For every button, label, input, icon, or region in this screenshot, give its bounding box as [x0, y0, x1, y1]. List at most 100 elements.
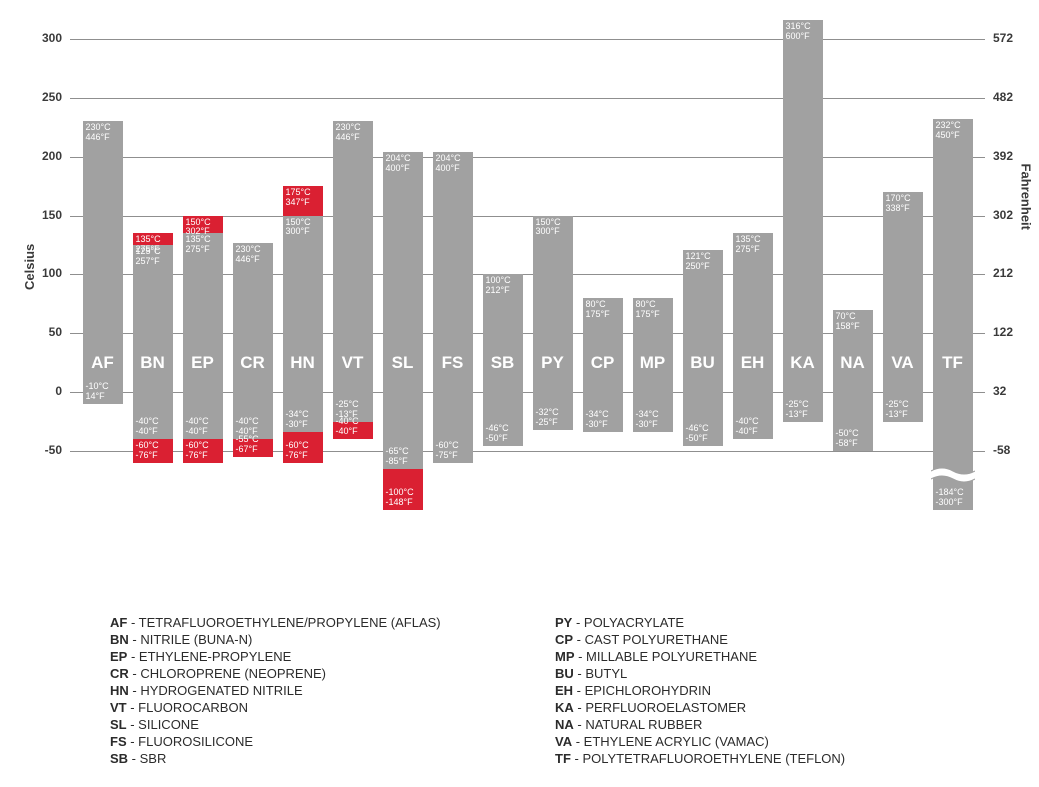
legend-code: CR — [110, 666, 129, 681]
legend-entry: CR - CHLOROPRENE (NEOPRENE) — [110, 666, 441, 681]
bar-code-label: KA — [783, 353, 823, 373]
legend-entry: BU - BUTYL — [555, 666, 845, 681]
fahrenheit-tick: 122 — [993, 325, 1013, 339]
bar-bottom-value: -40°C-40°F — [136, 417, 172, 437]
legend-code: EP — [110, 649, 127, 664]
bar-bottom-value: -34°C-30°F — [286, 410, 322, 430]
fahrenheit-tick: 212 — [993, 266, 1013, 280]
bar-bottom-value: -10°C14°F — [86, 382, 122, 402]
bar-code-label: AF — [83, 353, 123, 373]
legend-entry: VT - FLUOROCARBON — [110, 700, 441, 715]
legend-code: TF — [555, 751, 571, 766]
legend-name: - ETHYLENE ACRYLIC (VAMAC) — [572, 734, 769, 749]
legend-name: - SILICONE — [127, 717, 199, 732]
legend-name: - EPICHLOROHYDRIN — [573, 683, 711, 698]
bar-top-value: 230°C446°F — [236, 245, 272, 265]
bar-top-value: 170°C338°F — [886, 194, 922, 214]
legend-entry: AF - TETRAFLUOROETHYLENE/PROPYLENE (AFLA… — [110, 615, 441, 630]
bar-bottom-value: -32°C-25°F — [536, 408, 572, 428]
bar-top-value: 70°C158°F — [836, 312, 872, 332]
temperature-bar-segment — [133, 245, 173, 439]
legend-entry: PY - POLYACRYLATE — [555, 615, 845, 630]
legend-name: - FLUOROCARBON — [127, 700, 248, 715]
bar-top-value: 150°C302°F — [186, 218, 222, 238]
bar-top-value: 232°C450°F — [936, 121, 972, 141]
bar-bottom-value: -34°C-30°F — [586, 410, 622, 430]
bar-bottom-value: -55°C-67°F — [236, 435, 272, 455]
bar-top-value: 135°C275°F — [736, 235, 772, 255]
bar-top-value: 80°C175°F — [636, 300, 672, 320]
legend-name: - HYDROGENATED NITRILE — [129, 683, 303, 698]
bar-top-value: 175°C347°F — [286, 188, 322, 208]
gridline — [70, 39, 985, 40]
fahrenheit-tick: -58 — [993, 443, 1010, 457]
bar-top-value: 230°C446°F — [86, 123, 122, 143]
bar-top-value: 204°C400°F — [436, 154, 472, 174]
bar-bottom-value: -60°C-76°F — [186, 441, 222, 461]
legend-column-1: AF - TETRAFLUOROETHYLENE/PROPYLENE (AFLA… — [110, 615, 441, 768]
bar-code-label: VT — [333, 353, 373, 373]
celsius-tick: 250 — [42, 90, 62, 104]
temperature-bar-segment — [333, 121, 373, 421]
legend-code: MP — [555, 649, 575, 664]
bar-code-label: CP — [583, 353, 623, 373]
bar-code-label: PY — [533, 353, 573, 373]
bar-top-value: 135°C275°F — [136, 235, 172, 255]
bar-code-label: EH — [733, 353, 773, 373]
legend-name: - NITRILE (BUNA-N) — [129, 632, 253, 647]
bar-bottom-value: -25°C-13°F — [886, 400, 922, 420]
bar-bottom-value: -60°C-76°F — [136, 441, 172, 461]
bar-bottom-value: -34°C-30°F — [636, 410, 672, 430]
legend-code: NA — [555, 717, 574, 732]
legend-entry: CP - CAST POLYURETHANE — [555, 632, 845, 647]
temperature-bar-segment — [433, 152, 473, 463]
bar-code-label: NA — [833, 353, 873, 373]
legend-code: CP — [555, 632, 573, 647]
temperature-bar-segment — [283, 216, 323, 433]
fahrenheit-tick: 572 — [993, 31, 1013, 45]
bar-top-value: 204°C400°F — [386, 154, 422, 174]
chart-container: -50050100150200250300-583212221230239248… — [0, 0, 1039, 787]
legend-name: - TETRAFLUOROETHYLENE/PROPYLENE (AFLAS) — [127, 615, 440, 630]
legend-name: - POLYTETRAFLUOROETHYLENE (TEFLON) — [571, 751, 845, 766]
legend-name: - POLYACRYLATE — [572, 615, 684, 630]
legend-name: - PERFLUOROELASTOMER — [574, 700, 746, 715]
legend-entry: SB - SBR — [110, 751, 441, 766]
celsius-tick: 150 — [42, 208, 62, 222]
gridline — [70, 98, 985, 99]
bar-code-label: VA — [883, 353, 923, 373]
celsius-axis-title: Celsius — [22, 244, 37, 290]
fahrenheit-axis-title: Fahrenheit — [1018, 164, 1033, 230]
temperature-bar-segment — [733, 233, 773, 439]
legend-code: BN — [110, 632, 129, 647]
legend-name: - CHLOROPRENE (NEOPRENE) — [129, 666, 326, 681]
fahrenheit-tick: 302 — [993, 208, 1013, 222]
celsius-tick: 100 — [42, 266, 62, 280]
bar-code-label: FS — [433, 353, 473, 373]
bar-bottom-value: -40°C-40°F — [336, 417, 372, 437]
temperature-bar-segment — [533, 216, 573, 430]
bar-bottom-value: -65°C-85°F — [386, 447, 422, 467]
legend-name: - FLUOROSILICONE — [127, 734, 253, 749]
legend-entry: TF - POLYTETRAFLUOROETHYLENE (TEFLON) — [555, 751, 845, 766]
temperature-range-chart: -50050100150200250300-583212221230239248… — [0, 0, 1039, 580]
celsius-tick: 300 — [42, 31, 62, 45]
legend-code: SL — [110, 717, 127, 732]
bar-top-value: 150°C300°F — [286, 218, 322, 238]
bar-bottom-value: -25°C-13°F — [786, 400, 822, 420]
legend-code: EH — [555, 683, 573, 698]
bar-top-value: 135°C275°F — [186, 235, 222, 255]
legend-name: - BUTYL — [574, 666, 627, 681]
temperature-bar-segment — [233, 243, 273, 440]
celsius-tick: 0 — [55, 384, 62, 398]
legend-entry: FS - FLUOROSILICONE — [110, 734, 441, 749]
bar-bottom-value: -100°C-148°F — [386, 488, 422, 508]
bar-bottom-value: -60°C-75°F — [436, 441, 472, 461]
legend-entry: BN - NITRILE (BUNA-N) — [110, 632, 441, 647]
legend-name: - CAST POLYURETHANE — [573, 632, 728, 647]
celsius-tick: -50 — [45, 443, 62, 457]
temperature-bar-segment — [683, 250, 723, 447]
bar-top-value: 150°C300°F — [536, 218, 572, 238]
celsius-tick: 50 — [49, 325, 62, 339]
celsius-tick: 200 — [42, 149, 62, 163]
